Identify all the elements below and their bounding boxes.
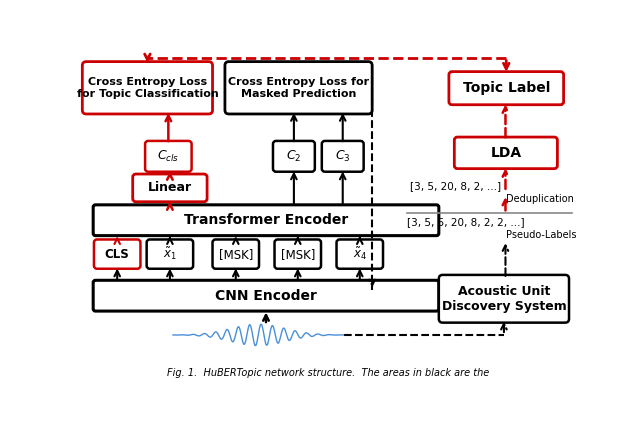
Text: CLS: CLS	[105, 248, 129, 261]
Text: Acoustic Unit
Discovery System: Acoustic Unit Discovery System	[442, 285, 566, 313]
Text: Fig. 1.  HuBERTopic network structure.  The areas in black are the: Fig. 1. HuBERTopic network structure. Th…	[167, 369, 489, 378]
FancyBboxPatch shape	[439, 275, 569, 322]
Text: Transformer Encoder: Transformer Encoder	[184, 213, 348, 227]
Text: CNN Encoder: CNN Encoder	[215, 289, 317, 303]
FancyBboxPatch shape	[212, 240, 259, 269]
FancyBboxPatch shape	[337, 240, 383, 269]
Text: Deduplication: Deduplication	[506, 194, 574, 204]
FancyBboxPatch shape	[449, 72, 564, 105]
FancyBboxPatch shape	[132, 174, 207, 202]
FancyBboxPatch shape	[83, 61, 212, 114]
Text: [3, 5, 5, 20, 8, 2, 2, ...]: [3, 5, 5, 20, 8, 2, 2, ...]	[407, 218, 525, 227]
FancyBboxPatch shape	[147, 240, 193, 269]
Text: [MSK]: [MSK]	[219, 248, 253, 261]
FancyBboxPatch shape	[273, 141, 315, 172]
FancyBboxPatch shape	[93, 205, 439, 236]
FancyBboxPatch shape	[94, 240, 140, 269]
Text: [3, 5, 20, 8, 2, ...]: [3, 5, 20, 8, 2, ...]	[410, 181, 501, 191]
Text: Topic Label: Topic Label	[463, 81, 550, 95]
FancyBboxPatch shape	[145, 141, 191, 172]
Text: $C_{cls}$: $C_{cls}$	[157, 149, 180, 164]
Text: Cross Entropy Loss for
Masked Prediction: Cross Entropy Loss for Masked Prediction	[228, 77, 369, 98]
FancyBboxPatch shape	[454, 137, 557, 169]
Text: $\tilde{x}_1$: $\tilde{x}_1$	[163, 246, 177, 262]
Text: LDA: LDA	[490, 146, 522, 160]
FancyBboxPatch shape	[322, 141, 364, 172]
Text: $C_2$: $C_2$	[286, 149, 301, 164]
Text: Cross Entropy Loss
for Topic Classification: Cross Entropy Loss for Topic Classificat…	[77, 77, 218, 98]
FancyBboxPatch shape	[225, 61, 372, 114]
Text: $\tilde{x}_4$: $\tilde{x}_4$	[353, 246, 367, 262]
Text: Linear: Linear	[148, 181, 192, 194]
Text: Pseudo-Labels: Pseudo-Labels	[506, 230, 577, 240]
FancyBboxPatch shape	[275, 240, 321, 269]
Text: [MSK]: [MSK]	[280, 248, 315, 261]
FancyBboxPatch shape	[93, 280, 439, 311]
Text: $C_3$: $C_3$	[335, 149, 351, 164]
